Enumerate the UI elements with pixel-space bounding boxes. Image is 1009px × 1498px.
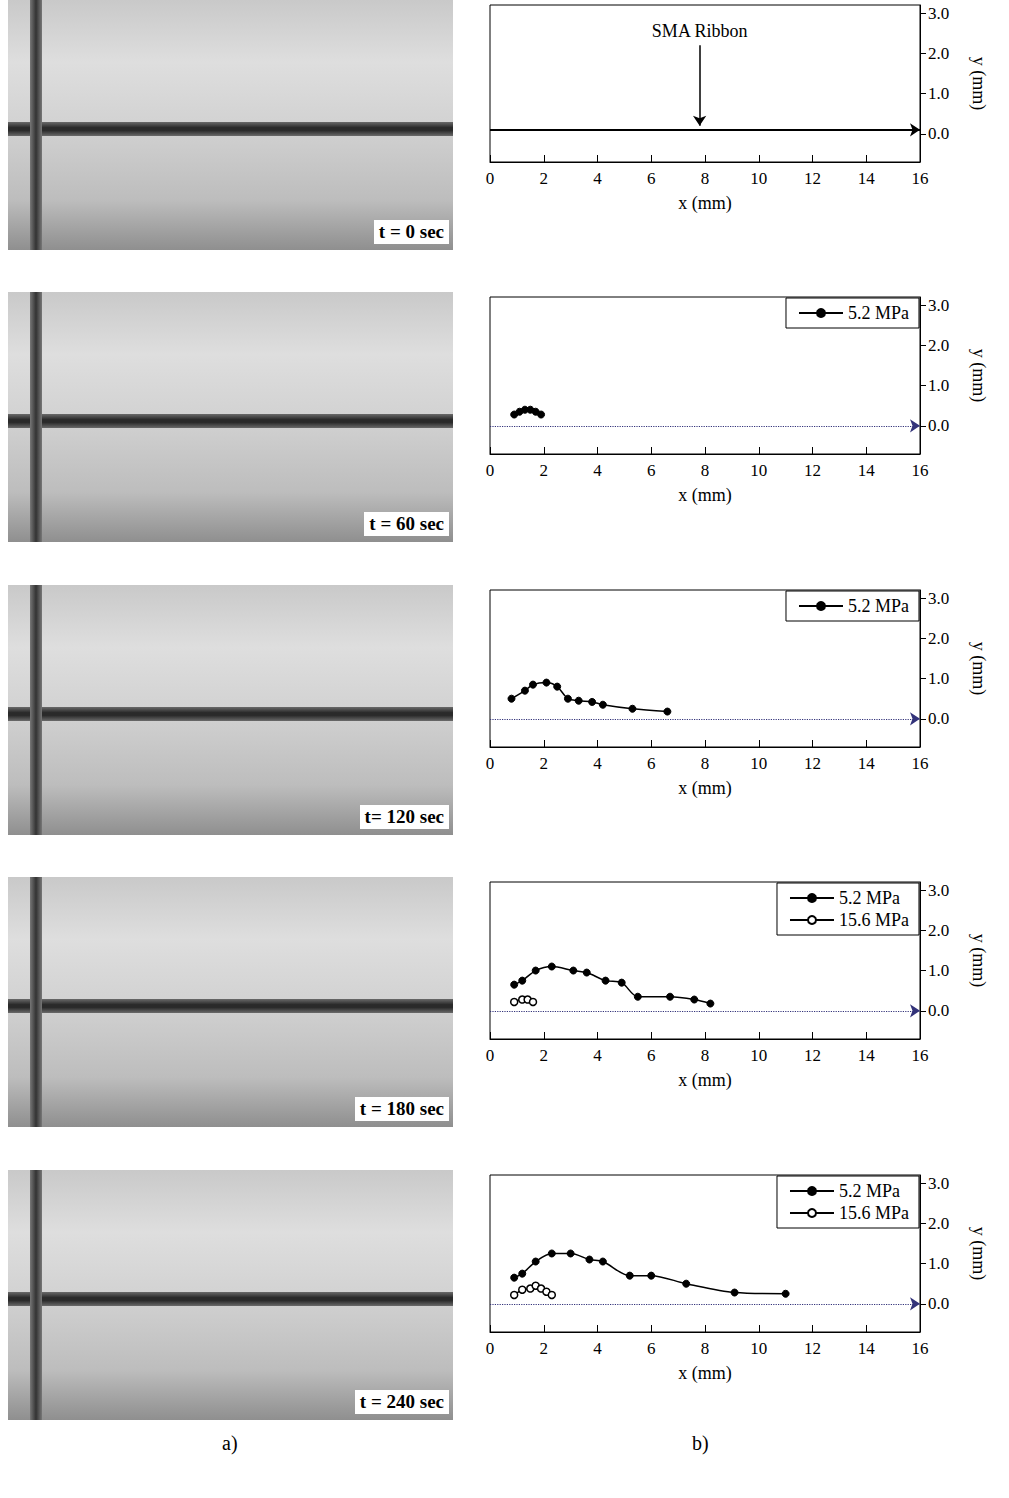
- svg-text:2: 2: [540, 169, 549, 188]
- svg-text:0.0: 0.0: [928, 416, 949, 435]
- svg-text:0: 0: [486, 461, 495, 480]
- svg-text:0.0: 0.0: [928, 1001, 949, 1020]
- svg-text:8: 8: [701, 169, 710, 188]
- svg-text:2.0: 2.0: [928, 44, 949, 63]
- svg-text:3.0: 3.0: [928, 4, 949, 23]
- svg-text:16: 16: [912, 1339, 929, 1358]
- svg-text:1.0: 1.0: [928, 1254, 949, 1273]
- svg-text:6: 6: [647, 461, 656, 480]
- html-text:t= 120 sec: t= 120 sec: [364, 806, 444, 827]
- svg-text:10: 10: [750, 1046, 767, 1065]
- svg-text:16: 16: [912, 754, 929, 773]
- svg-text:12: 12: [804, 1339, 821, 1358]
- svg-text:3.0: 3.0: [928, 1174, 949, 1193]
- svg-text:x (mm): x (mm): [678, 778, 732, 799]
- svg-text:12: 12: [804, 754, 821, 773]
- svg-text:14: 14: [858, 1046, 876, 1065]
- svg-text:6: 6: [647, 1339, 656, 1358]
- svg-text:8: 8: [701, 461, 710, 480]
- svg-text:2: 2: [540, 461, 549, 480]
- svg-text:0: 0: [486, 169, 495, 188]
- svg-text:3.0: 3.0: [928, 881, 949, 900]
- svg-text:5.2 MPa: 5.2 MPa: [848, 596, 909, 616]
- svg-text:16: 16: [912, 1046, 929, 1065]
- svg-text:12: 12: [804, 1046, 821, 1065]
- html-text:b): b): [692, 1432, 709, 1454]
- html-text:t = 240 sec: t = 240 sec: [359, 1391, 444, 1412]
- svg-text:12: 12: [804, 461, 821, 480]
- svg-text:2: 2: [540, 1339, 549, 1358]
- svg-text:14: 14: [858, 461, 876, 480]
- svg-text:3.0: 3.0: [928, 589, 949, 608]
- svg-text:16: 16: [912, 169, 929, 188]
- svg-text:8: 8: [701, 1339, 710, 1358]
- svg-text:y (mm): y (mm): [968, 57, 989, 111]
- svg-text:y (mm): y (mm): [968, 934, 989, 988]
- svg-text:8: 8: [701, 754, 710, 773]
- svg-text:1.0: 1.0: [928, 669, 949, 688]
- svg-text:x (mm): x (mm): [678, 193, 732, 214]
- svg-text:4: 4: [593, 1339, 602, 1358]
- html-text:t = 60 sec: t = 60 sec: [369, 513, 444, 534]
- svg-text:0.0: 0.0: [928, 1294, 949, 1313]
- svg-text:x (mm): x (mm): [678, 485, 732, 506]
- svg-text:1.0: 1.0: [928, 376, 949, 395]
- svg-text:8: 8: [701, 1046, 710, 1065]
- svg-text:15.6 MPa: 15.6 MPa: [839, 1203, 909, 1223]
- svg-text:6: 6: [647, 1046, 656, 1065]
- svg-text:2.0: 2.0: [928, 1214, 949, 1233]
- html-text:t = 0 sec: t = 0 sec: [378, 221, 444, 242]
- svg-text:0: 0: [486, 1339, 495, 1358]
- svg-text:5.2 MPa: 5.2 MPa: [839, 1181, 900, 1201]
- svg-text:6: 6: [647, 754, 656, 773]
- svg-text:4: 4: [593, 461, 602, 480]
- svg-text:2: 2: [540, 1046, 549, 1065]
- svg-text:5.2 MPa: 5.2 MPa: [848, 303, 909, 323]
- svg-text:5.2 MPa: 5.2 MPa: [839, 888, 900, 908]
- svg-text:1.0: 1.0: [928, 84, 949, 103]
- svg-text:y (mm): y (mm): [968, 642, 989, 696]
- svg-text:15.6 MPa: 15.6 MPa: [839, 910, 909, 930]
- svg-text:y (mm): y (mm): [968, 349, 989, 403]
- svg-text:1.0: 1.0: [928, 961, 949, 980]
- svg-text:0.0: 0.0: [928, 709, 949, 728]
- html-text:t = 180 sec: t = 180 sec: [359, 1098, 444, 1119]
- svg-text:6: 6: [647, 169, 656, 188]
- svg-text:y (mm): y (mm): [968, 1227, 989, 1281]
- svg-text:12: 12: [804, 169, 821, 188]
- svg-text:0: 0: [486, 754, 495, 773]
- svg-text:4: 4: [593, 1046, 602, 1065]
- svg-text:2.0: 2.0: [928, 629, 949, 648]
- svg-text:SMA Ribbon: SMA Ribbon: [652, 21, 748, 41]
- svg-text:0: 0: [486, 1046, 495, 1065]
- svg-text:0.0: 0.0: [928, 124, 949, 143]
- svg-text:4: 4: [593, 754, 602, 773]
- svg-text:14: 14: [858, 754, 876, 773]
- svg-text:14: 14: [858, 1339, 876, 1358]
- svg-text:2.0: 2.0: [928, 336, 949, 355]
- svg-text:4: 4: [593, 169, 602, 188]
- svg-text:10: 10: [750, 461, 767, 480]
- svg-text:2.0: 2.0: [928, 921, 949, 940]
- html-text:a): a): [222, 1432, 238, 1454]
- svg-text:2: 2: [540, 754, 549, 773]
- svg-text:10: 10: [750, 1339, 767, 1358]
- svg-text:x (mm): x (mm): [678, 1363, 732, 1384]
- svg-text:10: 10: [750, 754, 767, 773]
- svg-text:14: 14: [858, 169, 876, 188]
- svg-text:10: 10: [750, 169, 767, 188]
- svg-text:16: 16: [912, 461, 929, 480]
- svg-text:x (mm): x (mm): [678, 1070, 732, 1091]
- svg-text:3.0: 3.0: [928, 296, 949, 315]
